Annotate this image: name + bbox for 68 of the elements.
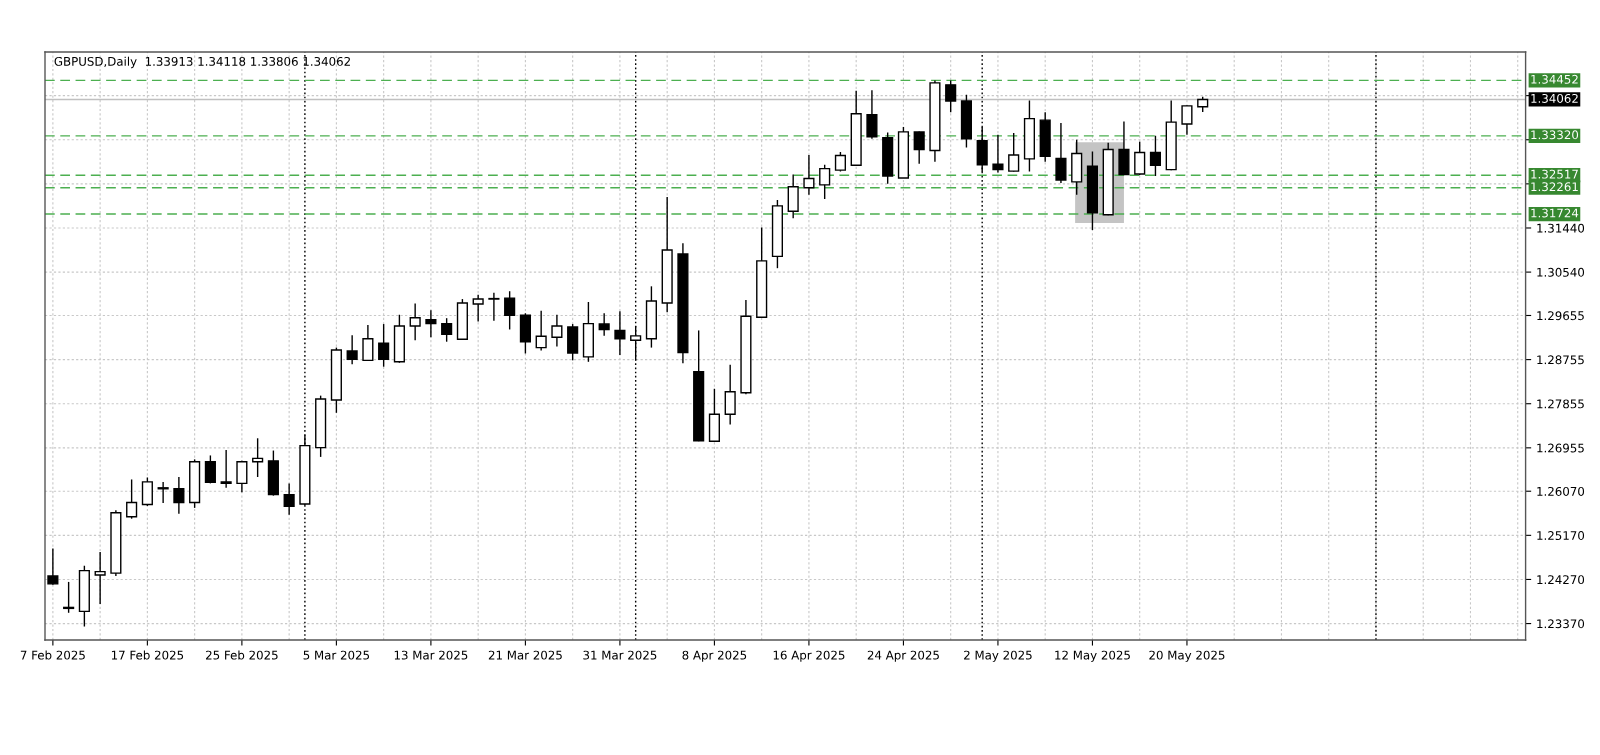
candlestick xyxy=(157,481,169,504)
candlestick xyxy=(252,437,264,478)
candlestick xyxy=(47,547,59,586)
y-tick-label: 1.29655 xyxy=(1537,311,1584,321)
ref-line-label: 1.32517 xyxy=(1531,169,1578,179)
y-tick-label: 1.26955 xyxy=(1537,443,1584,453)
candlestick xyxy=(504,290,516,331)
ref-line-label: 1.31724 xyxy=(1531,208,1579,218)
candlestick xyxy=(378,323,390,368)
ref-line-label: 1.33320 xyxy=(1531,130,1579,140)
x-tick-label: 16 Apr 2025 xyxy=(773,650,845,662)
y-tick-label: 1.28755 xyxy=(1537,355,1584,365)
x-tick-label: 31 Mar 2025 xyxy=(583,650,657,660)
candlestick xyxy=(1134,141,1146,176)
candlestick xyxy=(346,334,358,365)
candlestick xyxy=(362,324,374,362)
candlestick xyxy=(425,309,437,338)
candlestick xyxy=(535,310,547,352)
x-tick-label: 24 Apr 2025 xyxy=(867,650,939,662)
y-tick-label: 1.26070 xyxy=(1537,486,1585,496)
candlestick xyxy=(441,317,453,343)
x-tick-label: 7 Feb 2025 xyxy=(20,650,85,660)
candlestick xyxy=(236,460,248,493)
y-tick-label: 1.30540 xyxy=(1537,267,1585,277)
ref-line-label: 1.34452 xyxy=(1531,74,1578,84)
candlestick xyxy=(409,302,421,341)
candlestick xyxy=(472,293,484,323)
candlestick xyxy=(173,476,185,515)
candlestick xyxy=(945,79,957,113)
candlestick xyxy=(598,312,610,337)
chart-title: GBPUSD,Daily 1.33913 1.34118 1.33806 1.34062 xyxy=(54,56,350,69)
candlestick xyxy=(866,89,878,140)
x-tick-label: 5 Mar 2025 xyxy=(303,650,370,660)
x-tick-label: 12 May 2025 xyxy=(1055,650,1130,662)
x-tick-label: 2 May 2025 xyxy=(964,650,1032,662)
candlestick xyxy=(1008,132,1020,173)
candlestick xyxy=(803,154,815,196)
candlestick xyxy=(126,478,138,520)
candlestick xyxy=(834,151,847,173)
candlestick xyxy=(1055,122,1067,184)
candlestick xyxy=(1181,104,1193,136)
y-tick-label: 1.27855 xyxy=(1537,399,1584,409)
candlestick xyxy=(724,364,736,426)
y-tick-label: 1.25170 xyxy=(1537,531,1585,540)
x-tick-label: 8 Apr 2025 xyxy=(682,650,747,662)
x-tick-label: 21 Mar 2025 xyxy=(488,650,562,660)
ref-line-label: 1.32261 xyxy=(1531,182,1578,192)
y-tick-label: 1.31440 xyxy=(1537,223,1585,233)
x-tick-label: 20 May 2025 xyxy=(1149,650,1225,662)
x-tick-label: 25 Feb 2025 xyxy=(206,650,278,660)
x-tick-label: 13 Mar 2025 xyxy=(394,650,468,660)
candlestick xyxy=(819,164,831,200)
candlestick xyxy=(283,482,295,516)
ref-line-label: 1.34062 xyxy=(1531,93,1578,103)
y-tick-label: 1.24270 xyxy=(1537,575,1585,585)
candlestick xyxy=(63,581,75,614)
x-tick-label: 17 Feb 2025 xyxy=(111,650,184,660)
candlestick xyxy=(551,314,563,348)
candlestick xyxy=(913,130,925,165)
y-tick-label: 1.23370 xyxy=(1537,619,1585,629)
candlestick xyxy=(141,476,153,507)
candlestick xyxy=(614,310,626,356)
candlestick xyxy=(1149,135,1162,177)
candlestick xyxy=(992,134,1004,174)
candlestick xyxy=(220,449,232,489)
candlestick xyxy=(204,454,216,485)
candlestick xyxy=(488,291,500,322)
candlestick xyxy=(94,551,106,605)
